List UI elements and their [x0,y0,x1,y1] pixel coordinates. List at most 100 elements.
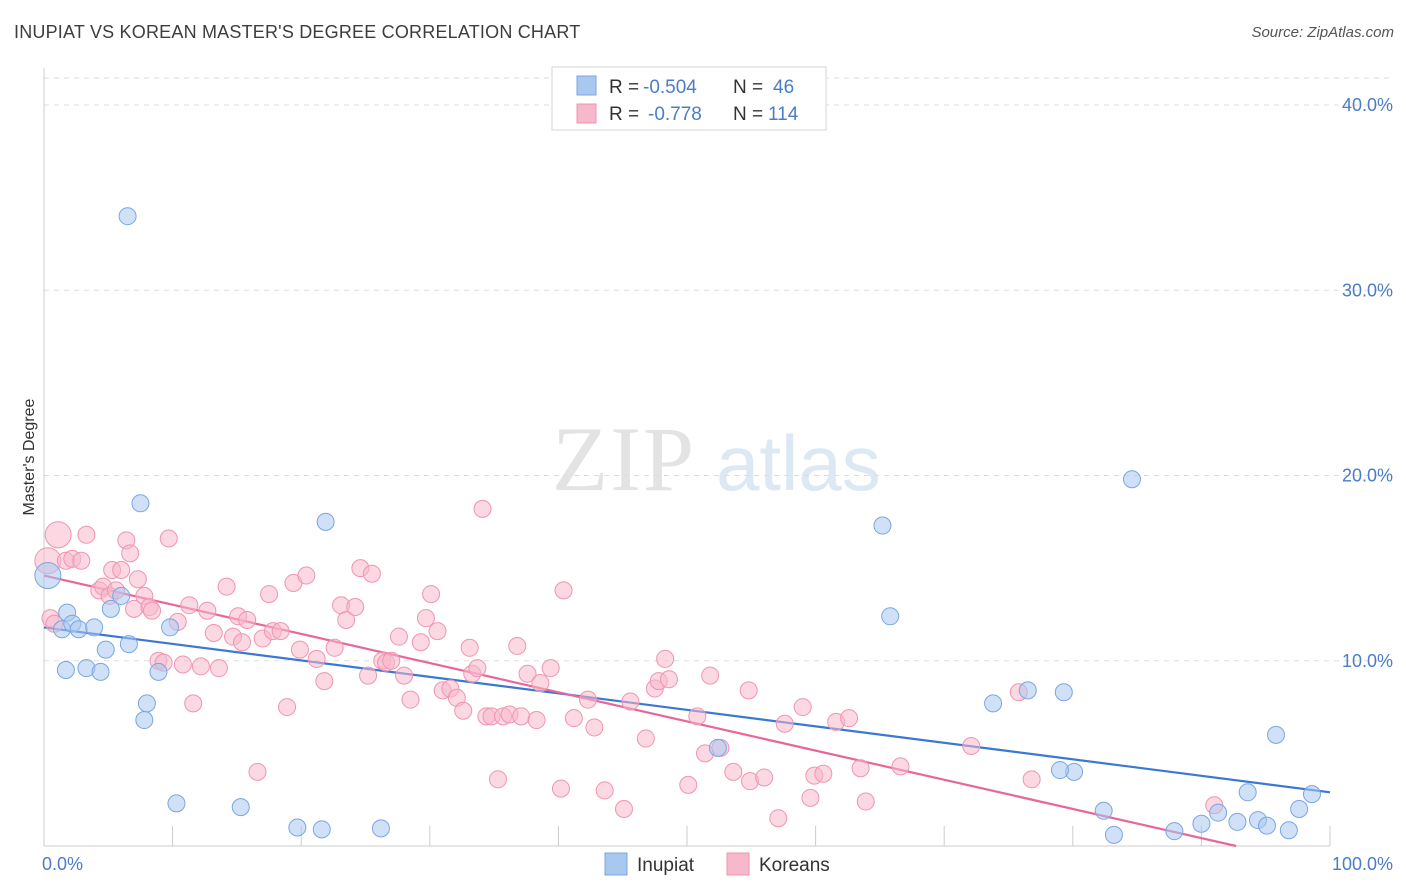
point-koreans-108 [793,698,812,717]
point-inupiat-46 [1302,785,1321,804]
point-koreans-20 [143,601,162,620]
point-inupiat-24 [371,819,390,838]
point-koreans-62 [416,609,435,628]
point-inupiat-42 [1257,816,1276,835]
point-inupiat-20 [231,798,250,817]
point-koreans-15 [121,544,140,563]
gridlines [44,77,1390,662]
point-koreans-26 [180,596,199,615]
axes [43,68,1331,847]
point-koreans-41 [271,622,290,641]
point-koreans-75 [488,770,507,789]
x-tick-label-max: 100.0% [1332,854,1393,874]
point-koreans-60 [401,690,420,709]
point-koreans-103 [739,681,758,700]
point-inupiat-16 [137,694,156,713]
point-inupiat-39 [1228,812,1247,831]
point-inupiat-5 [69,620,88,639]
point-koreans-39 [260,585,279,604]
correlation-legend: R = -0.504 N = 46 R = -0.778 N = 114 [551,66,827,131]
point-inupiat-15 [135,711,154,730]
point-inupiat-10 [101,599,120,618]
point-koreans-44 [290,640,309,659]
y-tick-label-1: 20.0% [1342,466,1393,486]
point-koreans-100 [701,666,720,685]
point-inupiat-13 [119,635,138,654]
point-koreans-81 [527,711,546,730]
chart-title: INUPIAT VS KOREAN MASTER'S DEGREE CORREL… [14,22,581,42]
point-inupiat-45 [1290,799,1309,818]
point-koreans-87 [578,690,597,709]
point-koreans-98 [688,707,707,726]
point-koreans-29 [198,601,217,620]
x-tick-label-min: 0.0% [42,854,83,874]
source-credit: Source: ZipAtlas.com [1251,24,1394,41]
point-inupiat-36 [1165,822,1184,841]
point-koreans-89 [595,781,614,800]
point-koreans-51 [346,598,365,617]
point-koreans-91 [621,692,640,711]
point-koreans-116 [891,757,910,776]
point-inupiat-21 [288,818,307,837]
point-inupiat-22 [312,820,331,839]
point-koreans-58 [389,627,408,646]
point-inupiat-7 [85,618,104,637]
trend-line-inupiat [43,626,1331,794]
point-koreans-69 [460,638,479,657]
point-inupiat-38 [1209,803,1228,822]
point-inupiat-44 [1279,821,1298,840]
legend-r-value-koreans: -0.778 [648,104,702,125]
point-koreans-57 [382,651,401,670]
legend-swatch-koreans [576,103,597,124]
legend-swatch-inupiat [576,75,597,96]
point-koreans-50 [337,611,356,630]
series-legend: Inupiat Koreans [604,852,830,876]
point-inupiat-34 [1104,825,1123,844]
point-koreans-82 [531,673,550,692]
point-koreans-84 [551,779,570,798]
point-koreans-35 [233,633,252,652]
point-koreans-92 [636,729,655,748]
point-koreans-105 [755,768,774,787]
legend-r-label-inupiat: R = [609,77,639,98]
watermark: ZIP atlas [552,408,881,510]
point-koreans-119 [1022,770,1041,789]
point-inupiat-29 [1018,681,1037,700]
point-koreans-23 [159,529,178,548]
bottom-legend-label-koreans: Koreans [759,855,830,876]
point-inupiat-14 [131,494,150,513]
point-koreans-107 [775,714,794,733]
point-koreans-45 [297,566,316,585]
point-koreans-32 [217,577,236,596]
point-koreans-90 [614,799,633,818]
point-koreans-111 [814,764,833,783]
point-inupiat-26 [873,516,892,535]
bottom-legend-label-inupiat: Inupiat [637,855,695,876]
point-koreans-59 [395,666,414,685]
point-koreans-7 [77,525,96,544]
point-koreans-54 [362,564,381,583]
legend-n-label-inupiat: N = [733,77,763,98]
point-inupiat-23 [316,512,335,531]
point-inupiat-33 [1094,801,1113,820]
point-inupiat-28 [984,694,1003,713]
point-inupiat-17 [149,662,168,681]
legend-n-value-koreans: 114 [768,104,799,125]
tick-labels: 10.0% 20.0% 30.0% 40.0% 0.0% 100.0% [42,95,1393,874]
bottom-legend-swatch-koreans [726,852,750,876]
trend-line-koreans [43,574,1237,848]
point-koreans-109 [801,788,820,807]
point-inupiat-40 [1238,783,1257,802]
point-koreans-27 [184,694,203,713]
point-koreans-28 [191,657,210,676]
point-koreans-68 [454,701,473,720]
data-points [34,207,1321,844]
point-koreans-117 [962,736,981,755]
point-koreans-102 [724,762,743,781]
point-koreans-63 [422,585,441,604]
point-koreans-53 [359,666,378,685]
point-koreans-31 [209,659,228,678]
point-inupiat-9 [96,640,115,659]
point-koreans-71 [468,659,487,678]
